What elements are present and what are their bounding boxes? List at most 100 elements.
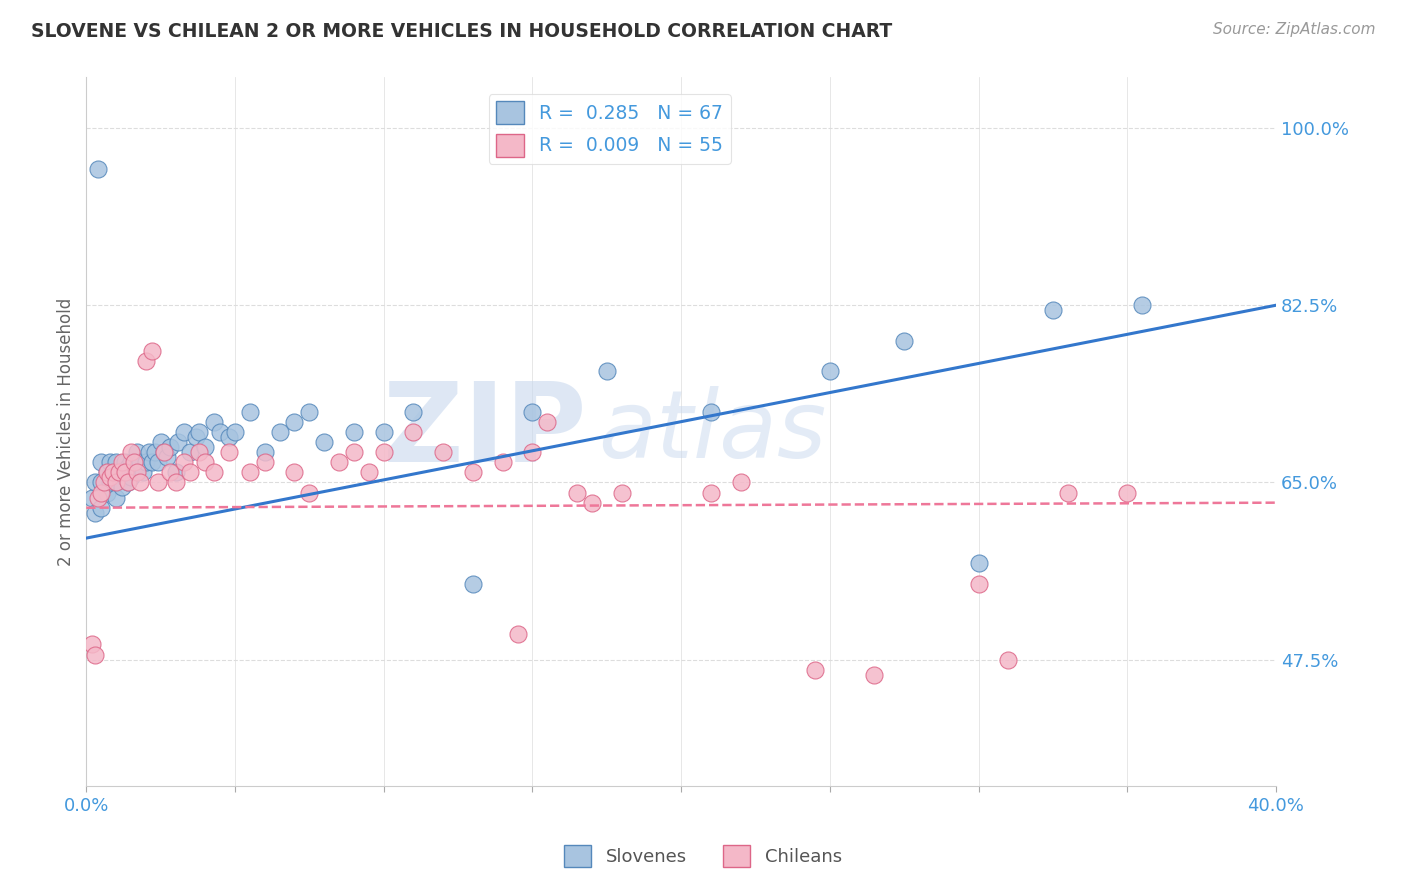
Point bbox=[343, 445, 366, 459]
Point bbox=[96, 465, 118, 479]
Point bbox=[90, 500, 112, 515]
Point bbox=[96, 485, 118, 500]
Point bbox=[402, 404, 425, 418]
Point bbox=[997, 652, 1019, 666]
Point bbox=[343, 425, 366, 439]
Point bbox=[1116, 485, 1139, 500]
Y-axis label: 2 or more Vehicles in Household: 2 or more Vehicles in Household bbox=[58, 298, 75, 566]
Point bbox=[314, 434, 336, 449]
Point bbox=[522, 404, 544, 418]
Point bbox=[111, 465, 134, 479]
Point bbox=[283, 415, 305, 429]
Point bbox=[167, 434, 190, 449]
Point bbox=[93, 475, 115, 490]
Point bbox=[461, 576, 484, 591]
Point bbox=[132, 465, 155, 479]
Point bbox=[138, 445, 160, 459]
Point bbox=[87, 491, 110, 505]
Point bbox=[114, 455, 136, 469]
Point bbox=[893, 334, 915, 348]
Point bbox=[298, 404, 321, 418]
Point bbox=[82, 637, 104, 651]
Point bbox=[967, 576, 990, 591]
Point bbox=[253, 455, 276, 469]
Point bbox=[84, 475, 107, 490]
Point bbox=[122, 465, 145, 479]
Point bbox=[155, 450, 177, 464]
Point bbox=[87, 161, 110, 176]
Point bbox=[128, 475, 150, 490]
Point bbox=[108, 465, 131, 479]
Point bbox=[536, 415, 558, 429]
Point bbox=[117, 460, 139, 475]
Point bbox=[700, 485, 723, 500]
Point bbox=[90, 455, 112, 469]
Point bbox=[125, 465, 148, 479]
Point bbox=[188, 425, 211, 439]
Point bbox=[117, 475, 139, 490]
Point bbox=[135, 455, 157, 469]
Point bbox=[179, 465, 201, 479]
Point bbox=[111, 455, 134, 469]
Point bbox=[730, 475, 752, 490]
Point bbox=[105, 475, 128, 490]
Point bbox=[105, 475, 128, 490]
Point bbox=[239, 404, 262, 418]
Point bbox=[402, 425, 425, 439]
Point bbox=[128, 455, 150, 469]
Point bbox=[186, 430, 208, 444]
Point bbox=[159, 440, 181, 454]
Point bbox=[239, 465, 262, 479]
Point bbox=[90, 485, 112, 500]
Point bbox=[152, 445, 174, 459]
Point bbox=[135, 354, 157, 368]
Point bbox=[492, 455, 515, 469]
Point bbox=[173, 425, 195, 439]
Point bbox=[146, 455, 169, 469]
Point bbox=[253, 445, 276, 459]
Point bbox=[120, 455, 142, 469]
Point bbox=[98, 470, 121, 484]
Point bbox=[1056, 485, 1078, 500]
Point bbox=[565, 485, 588, 500]
Point bbox=[173, 455, 195, 469]
Point bbox=[143, 445, 166, 459]
Point bbox=[98, 455, 121, 469]
Point bbox=[105, 455, 128, 469]
Point bbox=[149, 434, 172, 449]
Point bbox=[283, 465, 305, 479]
Point bbox=[1042, 303, 1064, 318]
Text: SLOVENE VS CHILEAN 2 OR MORE VEHICLES IN HOUSEHOLD CORRELATION CHART: SLOVENE VS CHILEAN 2 OR MORE VEHICLES IN… bbox=[31, 22, 893, 41]
Point bbox=[84, 506, 107, 520]
Point bbox=[98, 475, 121, 490]
Point bbox=[152, 445, 174, 459]
Point bbox=[967, 557, 990, 571]
Point bbox=[165, 475, 187, 490]
Text: ZIP: ZIP bbox=[382, 378, 586, 485]
Point bbox=[863, 667, 886, 681]
Point bbox=[209, 425, 232, 439]
Legend: Slovenes, Chileans: Slovenes, Chileans bbox=[557, 838, 849, 874]
Point bbox=[610, 485, 633, 500]
Point bbox=[357, 465, 380, 479]
Point bbox=[141, 343, 163, 358]
Point bbox=[506, 627, 529, 641]
Point bbox=[596, 364, 619, 378]
Point bbox=[179, 445, 201, 459]
Point bbox=[298, 485, 321, 500]
Point bbox=[1130, 298, 1153, 312]
Point bbox=[581, 496, 603, 510]
Point bbox=[120, 445, 142, 459]
Point bbox=[108, 465, 131, 479]
Point bbox=[202, 465, 225, 479]
Legend: R =  0.285   N = 67, R =  0.009   N = 55: R = 0.285 N = 67, R = 0.009 N = 55 bbox=[489, 94, 731, 164]
Point bbox=[101, 465, 124, 479]
Point bbox=[114, 470, 136, 484]
Point bbox=[522, 445, 544, 459]
Point bbox=[122, 455, 145, 469]
Point bbox=[461, 465, 484, 479]
Point bbox=[146, 475, 169, 490]
Point bbox=[224, 425, 246, 439]
Text: atlas: atlas bbox=[598, 386, 827, 477]
Text: Source: ZipAtlas.com: Source: ZipAtlas.com bbox=[1212, 22, 1375, 37]
